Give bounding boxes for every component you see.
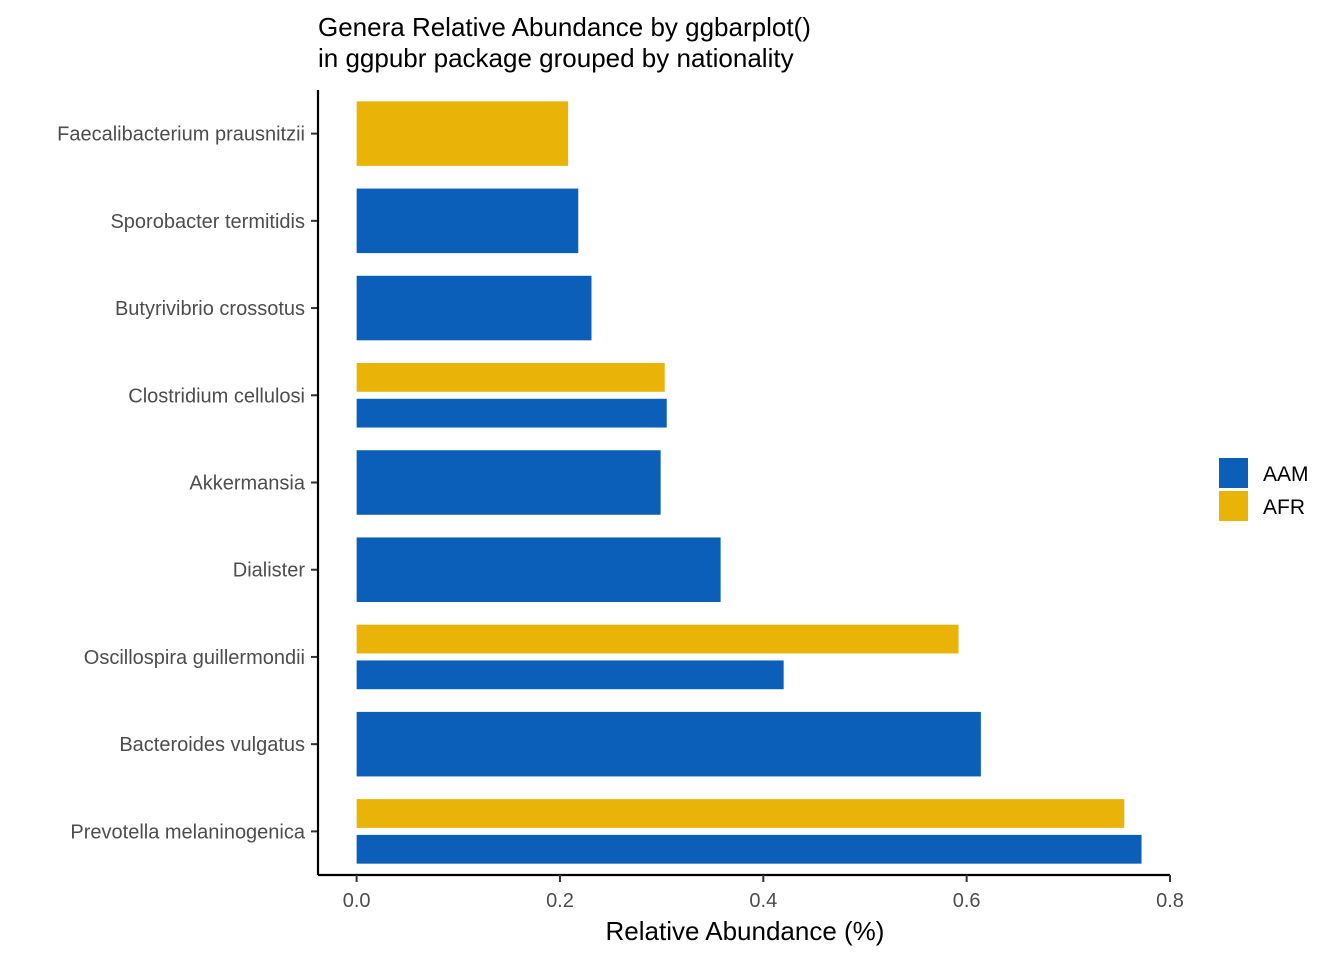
- bar-aam-prevotella-melaninogenica: [356, 834, 1142, 864]
- x-tick-label: 0.2: [546, 890, 574, 912]
- bar-afr-faecalibacterium-prausnitzii: [356, 101, 569, 166]
- bars-group: [356, 101, 1142, 864]
- x-tick-label: 0.6: [953, 890, 981, 912]
- legend-label-aam: AAM: [1263, 463, 1309, 486]
- x-tick-label: 0.8: [1156, 890, 1184, 912]
- y-tick-label: Bacteroides vulgatus: [119, 734, 305, 756]
- chart-subtitle: in ggpubr package grouped by nationality: [318, 43, 794, 73]
- y-tick-label: Akkermansia: [189, 473, 305, 495]
- bar-afr-oscillospira-guillermondii: [356, 624, 959, 654]
- bar-aam-butyrivibrio-crossotus: [356, 275, 592, 341]
- legend-key-afr: [1219, 491, 1248, 521]
- y-tick-label: Faecalibacterium prausnitzii: [57, 124, 305, 146]
- x-tick-label: 0.0: [343, 890, 371, 912]
- y-tick-label: Dialister: [233, 560, 306, 582]
- bar-afr-clostridium-cellulosi: [356, 363, 665, 392]
- y-axis: Faecalibacterium prausnitzii Sporobacter …: [57, 90, 320, 875]
- legend: AAM AFR: [1219, 458, 1309, 521]
- bar-aam-sporobacter-termitidis: [356, 188, 579, 254]
- bar-aam-akkermansia: [356, 450, 661, 515]
- y-tick-label: Clostridium cellulosi: [128, 385, 305, 407]
- x-axis-title: Relative Abundance (%): [606, 916, 885, 946]
- bar-aam-dialister: [356, 537, 721, 602]
- y-tick-label: Prevotella melaninogenica: [70, 821, 305, 843]
- bar-aam-oscillospira-guillermondii: [356, 660, 784, 690]
- y-tick-label: Butyrivibrio crossotus: [115, 298, 305, 320]
- legend-label-afr: AFR: [1263, 496, 1305, 519]
- bar-aam-clostridium-cellulosi: [356, 398, 667, 428]
- y-tick-label: Oscillospira guillermondii: [84, 647, 305, 669]
- legend-key-aam: [1219, 458, 1248, 488]
- bar-afr-prevotella-melaninogenica: [356, 799, 1125, 828]
- chart-title: Genera Relative Abundance by ggbarplot(): [318, 12, 811, 42]
- bar-aam-bacteroides-vulgatus: [356, 711, 981, 777]
- y-tick-label: Sporobacter termitidis: [110, 211, 305, 233]
- x-axis: 0.0 0.2 0.4 0.6 0.8: [318, 873, 1184, 912]
- x-tick-label: 0.4: [749, 890, 777, 912]
